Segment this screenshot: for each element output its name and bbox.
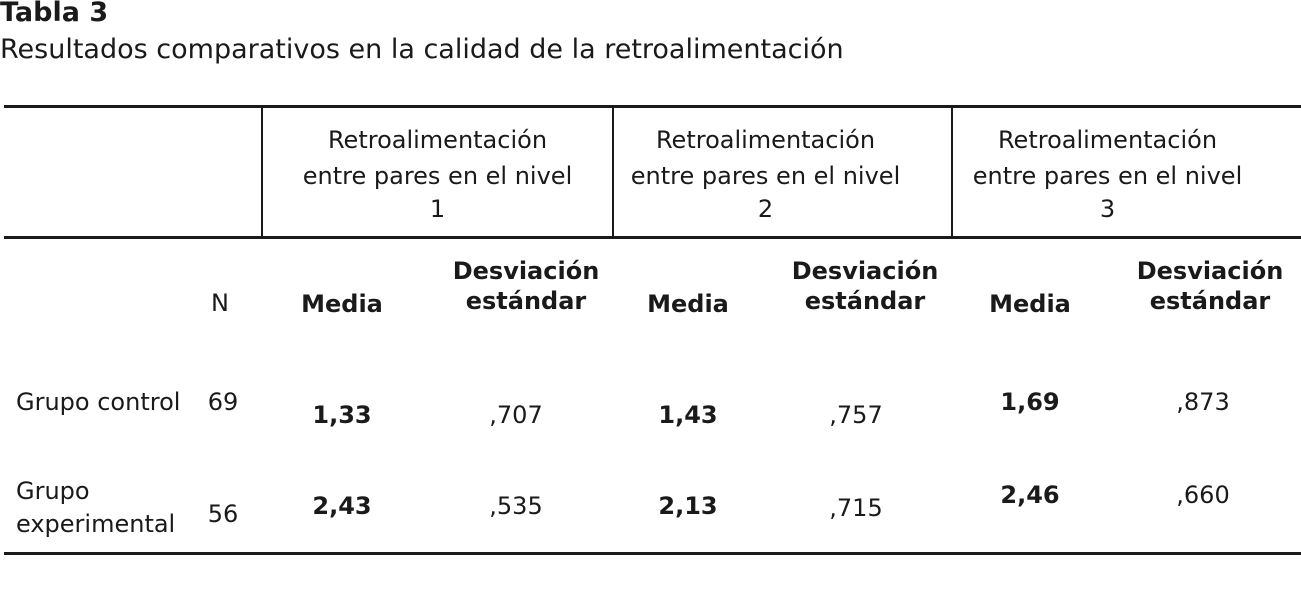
group-header-level-2: Retroalimentación entre pares en el nive… bbox=[596, 122, 935, 224]
cell-media-l2: 1,43 bbox=[658, 401, 718, 429]
row-n: 69 bbox=[207, 388, 239, 416]
group-separator bbox=[951, 107, 953, 237]
cell-media-l2: 2,13 bbox=[658, 492, 718, 520]
cell-media-l1: 1,33 bbox=[312, 401, 372, 429]
group-header-level-3: Retroalimentación entre pares en el nive… bbox=[938, 122, 1277, 224]
row-label: Grupo control bbox=[16, 388, 181, 416]
col-header-sd-line: estándar bbox=[804, 287, 926, 315]
group-header-line: entre pares en el nivel bbox=[630, 162, 901, 190]
row-label: Grupo experimental bbox=[16, 475, 175, 541]
cell-sd-l3: ,660 bbox=[1176, 481, 1230, 509]
cell-media-l3: 2,46 bbox=[1000, 481, 1060, 509]
col-header-sd-line: Desviación bbox=[1136, 257, 1284, 285]
header-rule bbox=[4, 236, 1301, 239]
cell-sd-l2: ,715 bbox=[829, 494, 883, 522]
bottom-rule bbox=[4, 552, 1301, 555]
col-header-sd-line: Desviación bbox=[452, 257, 600, 285]
group-header-line: entre pares en el nivel bbox=[972, 162, 1243, 190]
group-header-line: Retroalimentación bbox=[997, 126, 1218, 154]
cell-sd-l3: ,873 bbox=[1176, 388, 1230, 416]
col-header-sd-l3: Desviación estándar bbox=[1122, 256, 1298, 316]
cell-sd-l1: ,535 bbox=[489, 492, 543, 520]
col-header-n: N bbox=[211, 289, 229, 317]
col-header-sd-line: Desviación bbox=[791, 257, 939, 285]
cell-sd-l2: ,757 bbox=[829, 401, 883, 429]
group-header-level-1: Retroalimentación entre pares en el nive… bbox=[263, 122, 612, 224]
group-header-level-number: 1 bbox=[429, 195, 446, 223]
table-title: Tabla 3 bbox=[0, 0, 109, 28]
group-header-level-number: 3 bbox=[1099, 195, 1116, 223]
col-header-media-l2: Media bbox=[647, 290, 729, 318]
table-subtitle: Resultados comparativos en la calidad de… bbox=[0, 34, 844, 65]
group-header-level-number: 2 bbox=[757, 195, 774, 223]
col-header-media-l1: Media bbox=[301, 290, 383, 318]
group-header-line: entre pares en el nivel bbox=[302, 162, 573, 190]
col-header-sd-line: estándar bbox=[1149, 287, 1271, 315]
top-rule bbox=[4, 105, 1301, 108]
group-separator bbox=[612, 107, 614, 237]
cell-media-l1: 2,43 bbox=[312, 492, 372, 520]
row-label-line: Grupo bbox=[16, 477, 90, 505]
group-separator bbox=[261, 107, 263, 237]
group-header-line: Retroalimentación bbox=[655, 126, 876, 154]
row-label-line: experimental bbox=[16, 510, 176, 538]
col-header-sd-l2: Desviación estándar bbox=[775, 256, 955, 316]
cell-sd-l1: ,707 bbox=[489, 401, 543, 429]
row-n: 56 bbox=[207, 500, 239, 528]
col-header-sd-line: estándar bbox=[465, 287, 587, 315]
group-header-line: Retroalimentación bbox=[327, 126, 548, 154]
col-header-sd-l1: Desviación estándar bbox=[436, 256, 616, 316]
cell-media-l3: 1,69 bbox=[1000, 388, 1060, 416]
col-header-media-l3: Media bbox=[989, 290, 1071, 318]
